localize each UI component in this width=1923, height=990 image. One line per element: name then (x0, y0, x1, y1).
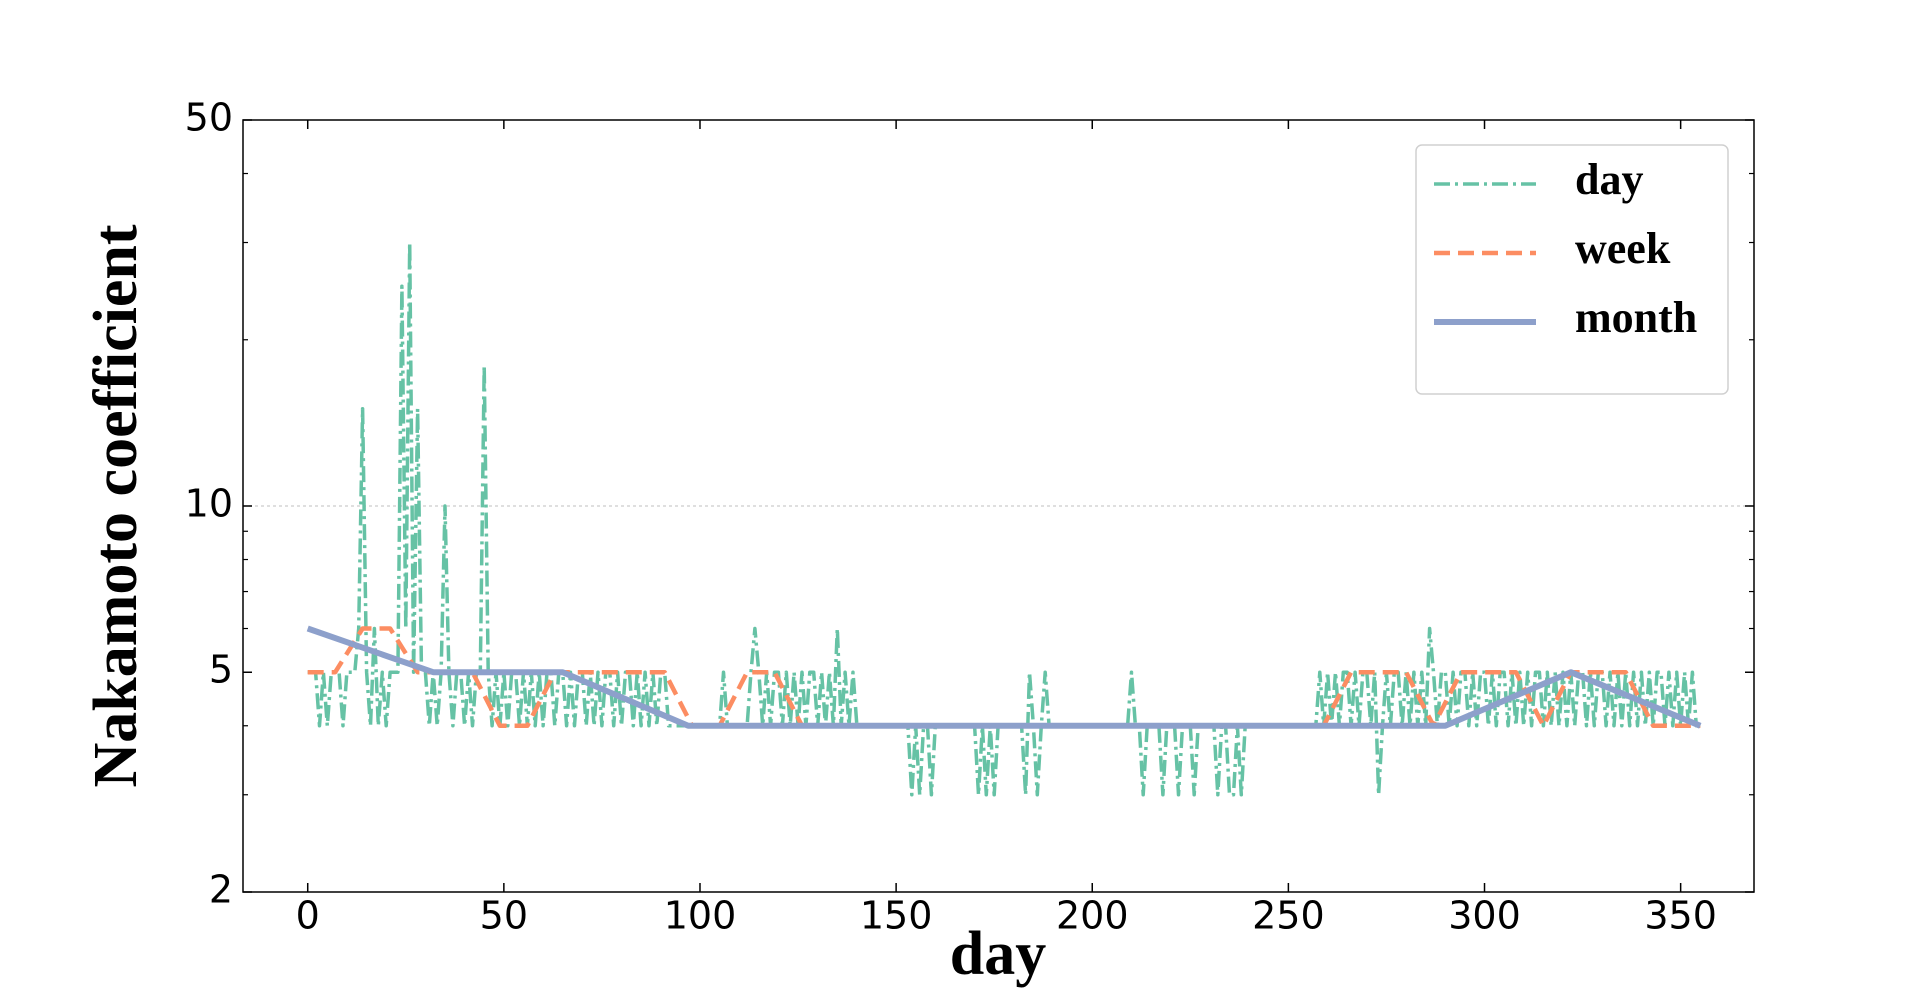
line-month (306, 625, 1702, 729)
legend-label: month (1575, 293, 1697, 342)
x-tick-label: 300 (1448, 894, 1521, 938)
x-tick-label: 350 (1644, 894, 1717, 938)
y-tick-label: 10 (185, 482, 233, 526)
y-tick-label: 5 (209, 648, 233, 692)
y-axis-label: Nakamoto coefficient (82, 224, 150, 787)
legend-label: week (1575, 224, 1671, 273)
x-tick-label: 200 (1056, 894, 1129, 938)
x-axis-label: day (950, 920, 1046, 988)
x-tick-label: 250 (1252, 894, 1325, 938)
x-tick-label: 150 (860, 894, 933, 938)
legend-label: day (1575, 155, 1643, 204)
y-tick-label: 50 (185, 96, 233, 140)
y-tick-label: 2 (209, 868, 233, 912)
x-tick-label: 50 (480, 894, 528, 938)
legend-box (1415, 144, 1729, 395)
x-tick-label: 0 (296, 894, 320, 938)
x-tick-label: 100 (664, 894, 737, 938)
